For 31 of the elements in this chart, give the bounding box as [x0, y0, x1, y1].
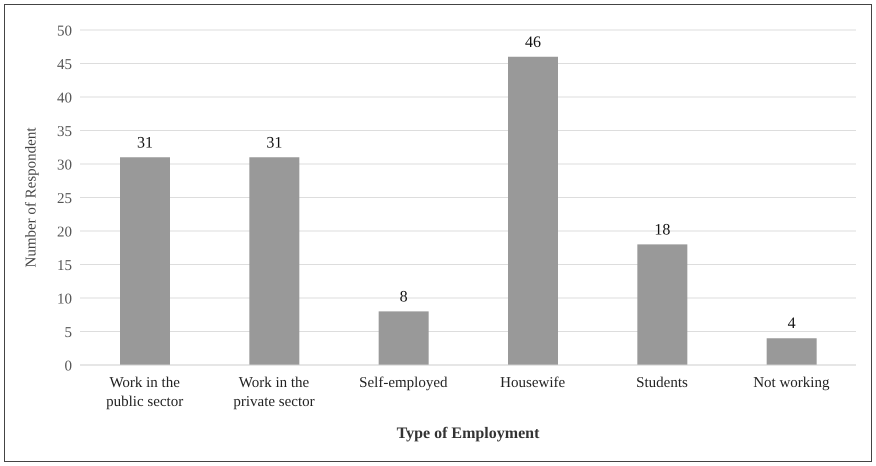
x-tick-label: Housewife: [500, 375, 566, 391]
data-label: 18: [654, 221, 670, 238]
y-tick-label: 0: [64, 358, 72, 374]
data-label: 31: [266, 134, 282, 152]
y-tick-label: 10: [57, 291, 72, 308]
y-tick-label: 50: [57, 23, 72, 40]
data-label: 46: [525, 34, 541, 51]
y-tick-label: 40: [57, 90, 72, 106]
y-tick-label: 25: [57, 190, 72, 207]
x-tick-label: Students: [636, 375, 688, 391]
bar: [378, 311, 429, 365]
y-tick-label: 30: [57, 157, 72, 174]
y-tick-label: 35: [57, 124, 72, 140]
x-axis-title: Type of Employment: [396, 425, 540, 442]
x-tick-label: Not working: [753, 375, 830, 391]
data-label: 8: [400, 288, 408, 306]
bar: [249, 157, 300, 365]
y-tick-label: 20: [57, 224, 72, 240]
y-tick-label: 5: [64, 324, 72, 341]
data-label: 4: [788, 315, 796, 332]
bar: [766, 338, 817, 365]
x-tick-label: Work in the public sector: [106, 375, 184, 410]
y-tick-label: 45: [57, 56, 72, 73]
bar: [637, 244, 688, 365]
bar: [508, 56, 558, 365]
y-axis-title: Number of Respondent: [23, 126, 40, 268]
bar: [120, 157, 170, 365]
x-tick-label: Work in the private sector: [233, 375, 315, 410]
y-tick-label: 15: [57, 258, 72, 274]
data-label: 31: [137, 134, 153, 152]
x-tick-label: Self-employed: [359, 375, 448, 391]
